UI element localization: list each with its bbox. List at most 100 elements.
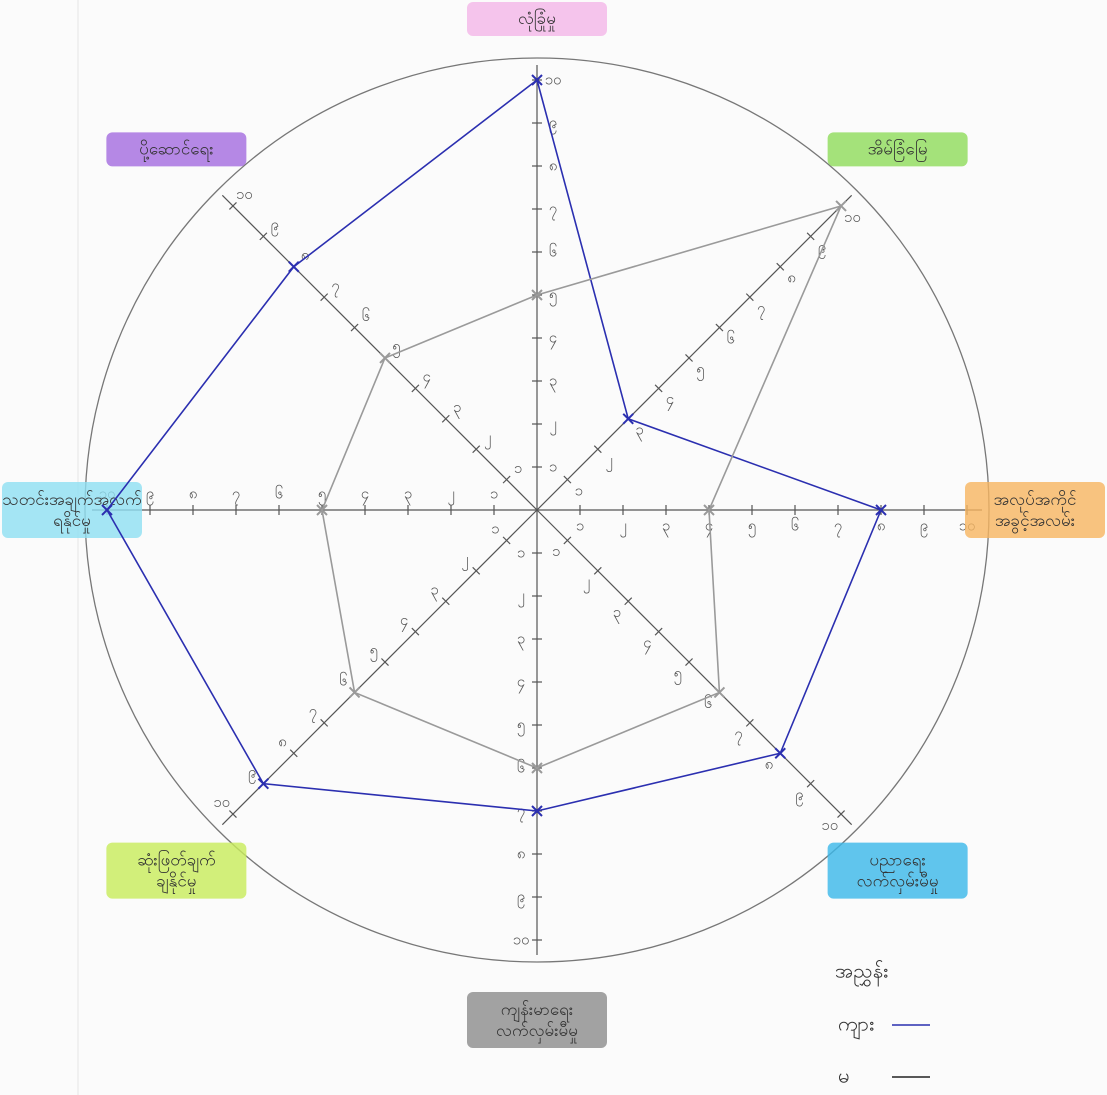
tick-label: ၆ bbox=[362, 307, 370, 325]
tick-label: ၂ bbox=[484, 428, 491, 449]
axis-label-box: သတင်းအချက်အလက်ရနိုင်မှု bbox=[2, 482, 142, 538]
tick-mark bbox=[320, 718, 329, 727]
tick-label: ၄ bbox=[666, 390, 674, 411]
tick-label: ၈ bbox=[301, 246, 310, 264]
tick-label: ၅ bbox=[369, 641, 377, 662]
tick-mark bbox=[472, 566, 481, 575]
label-highlight bbox=[467, 992, 607, 1048]
tick-mark bbox=[654, 627, 663, 636]
tick-label: ၅ bbox=[392, 337, 400, 358]
tick-label: ၉ bbox=[795, 785, 803, 806]
tick-label: ၁ bbox=[549, 458, 557, 476]
tick-label: ၈ bbox=[877, 517, 886, 535]
tick-label: ၁ bbox=[517, 544, 525, 562]
tick-label: ၈ bbox=[517, 845, 526, 863]
label-highlight bbox=[827, 132, 968, 167]
tick-mark bbox=[837, 810, 846, 819]
tick-label: ၉ bbox=[549, 114, 557, 135]
tick-mark bbox=[776, 262, 785, 271]
tick-label: ၂ bbox=[605, 451, 612, 472]
tick-mark bbox=[563, 536, 572, 545]
tick-label: ၇ bbox=[517, 802, 525, 823]
tick-label: ၁၀ bbox=[213, 793, 230, 811]
tick-label: ၁ bbox=[514, 459, 522, 477]
tick-mark bbox=[502, 475, 511, 484]
tick-mark bbox=[806, 232, 815, 241]
series-polygon bbox=[106, 78, 883, 812]
tick-mark bbox=[563, 475, 572, 484]
tick-label: ၃ bbox=[549, 372, 557, 393]
tick-label: ၂ bbox=[461, 550, 468, 571]
axis-line bbox=[536, 194, 853, 511]
tick-label: ၇ bbox=[331, 276, 339, 297]
tick-label: ၅ bbox=[318, 485, 326, 506]
tick-mark bbox=[350, 323, 359, 332]
tick-mark bbox=[320, 293, 329, 302]
axis-label-box: ဆုံးဖြတ်ချက်ချနိုင်မှု bbox=[106, 842, 247, 899]
tick-label: ၆ bbox=[275, 485, 283, 503]
data-point bbox=[531, 805, 543, 817]
tick-label: ၃ bbox=[517, 630, 525, 651]
data-point bbox=[379, 352, 391, 364]
tick-label: ၆ bbox=[339, 672, 347, 690]
tick-label: ၄ bbox=[549, 329, 557, 350]
axis-label-box: အိမ်ခြံမြေ bbox=[827, 132, 968, 167]
data-point bbox=[531, 289, 543, 301]
axis-label: ကျန်းမာရေးလက်လှမ်းမီမှု bbox=[496, 1000, 578, 1044]
tick-label: ၁၀ bbox=[821, 816, 838, 834]
tick-label: ၂ bbox=[517, 587, 524, 608]
tick-label: ၆ bbox=[727, 329, 735, 347]
tick-label: ၃ bbox=[662, 517, 670, 538]
tick-label: ၄ bbox=[643, 633, 651, 654]
tick-mark bbox=[715, 323, 724, 332]
tick-label: ၉ bbox=[248, 763, 256, 784]
tick-label: ၃ bbox=[404, 485, 412, 506]
data-point bbox=[875, 504, 887, 516]
data-point bbox=[622, 413, 634, 425]
tick-label: ၆ bbox=[549, 243, 557, 261]
label-highlight bbox=[467, 2, 607, 36]
tick-label: ၅ bbox=[549, 286, 557, 307]
tick-label: ၉ bbox=[270, 216, 278, 237]
data-point bbox=[316, 504, 328, 516]
tick-mark bbox=[806, 779, 815, 788]
tick-label: ၆ bbox=[704, 694, 712, 712]
tick-mark bbox=[745, 293, 754, 302]
data-point bbox=[531, 762, 543, 774]
tick-mark bbox=[624, 597, 633, 606]
tick-label: ၅ bbox=[517, 716, 525, 737]
axis-label-box: အလုပ်အကိုင်အခွင့်အလမ်း bbox=[965, 482, 1105, 538]
tick-mark bbox=[441, 597, 450, 606]
label-highlight bbox=[2, 482, 142, 538]
axis-line bbox=[536, 509, 853, 826]
tick-label: ၈ bbox=[765, 755, 774, 773]
tick-label: ၁၀ bbox=[236, 185, 253, 203]
tick-label: ၅ bbox=[673, 664, 681, 685]
tick-label: ၈ bbox=[278, 732, 287, 750]
tick-label: ၂ bbox=[583, 573, 590, 594]
tick-mark bbox=[654, 384, 663, 393]
tick-label: ၇ bbox=[834, 517, 842, 538]
tick-label: ၁၀ bbox=[513, 931, 530, 949]
axis-label: ဆုံးဖြတ်ချက်ချနိုင်မှု bbox=[137, 848, 216, 894]
tick-mark bbox=[745, 718, 754, 727]
tick-label: ၉ bbox=[146, 485, 154, 506]
tick-label: ၅ bbox=[748, 517, 756, 538]
tick-label: ၈ bbox=[549, 157, 558, 175]
axis-line bbox=[221, 509, 538, 826]
tick-label: ၄ bbox=[361, 485, 369, 506]
data-point bbox=[703, 504, 715, 516]
axis-label: သတင်းအချက်အလက်ရနိုင်မှု bbox=[2, 490, 141, 534]
axis-label: အိမ်ခြံမြေ bbox=[868, 137, 928, 162]
tick-label: ၉ bbox=[920, 517, 928, 538]
axis-label: ပို့ဆောင်ရေး bbox=[139, 139, 213, 162]
tick-label: ၁ bbox=[575, 481, 583, 499]
data-point bbox=[101, 504, 113, 516]
tick-label: ၃ bbox=[635, 421, 643, 442]
tick-label: ၉ bbox=[517, 888, 525, 909]
data-point bbox=[713, 686, 726, 699]
tick-mark bbox=[685, 354, 693, 362]
axis-label: ပညာရေးလက်လှမ်းမီမှု bbox=[857, 850, 939, 894]
tick-label: ၄ bbox=[705, 517, 713, 538]
tick-mark bbox=[411, 384, 420, 393]
